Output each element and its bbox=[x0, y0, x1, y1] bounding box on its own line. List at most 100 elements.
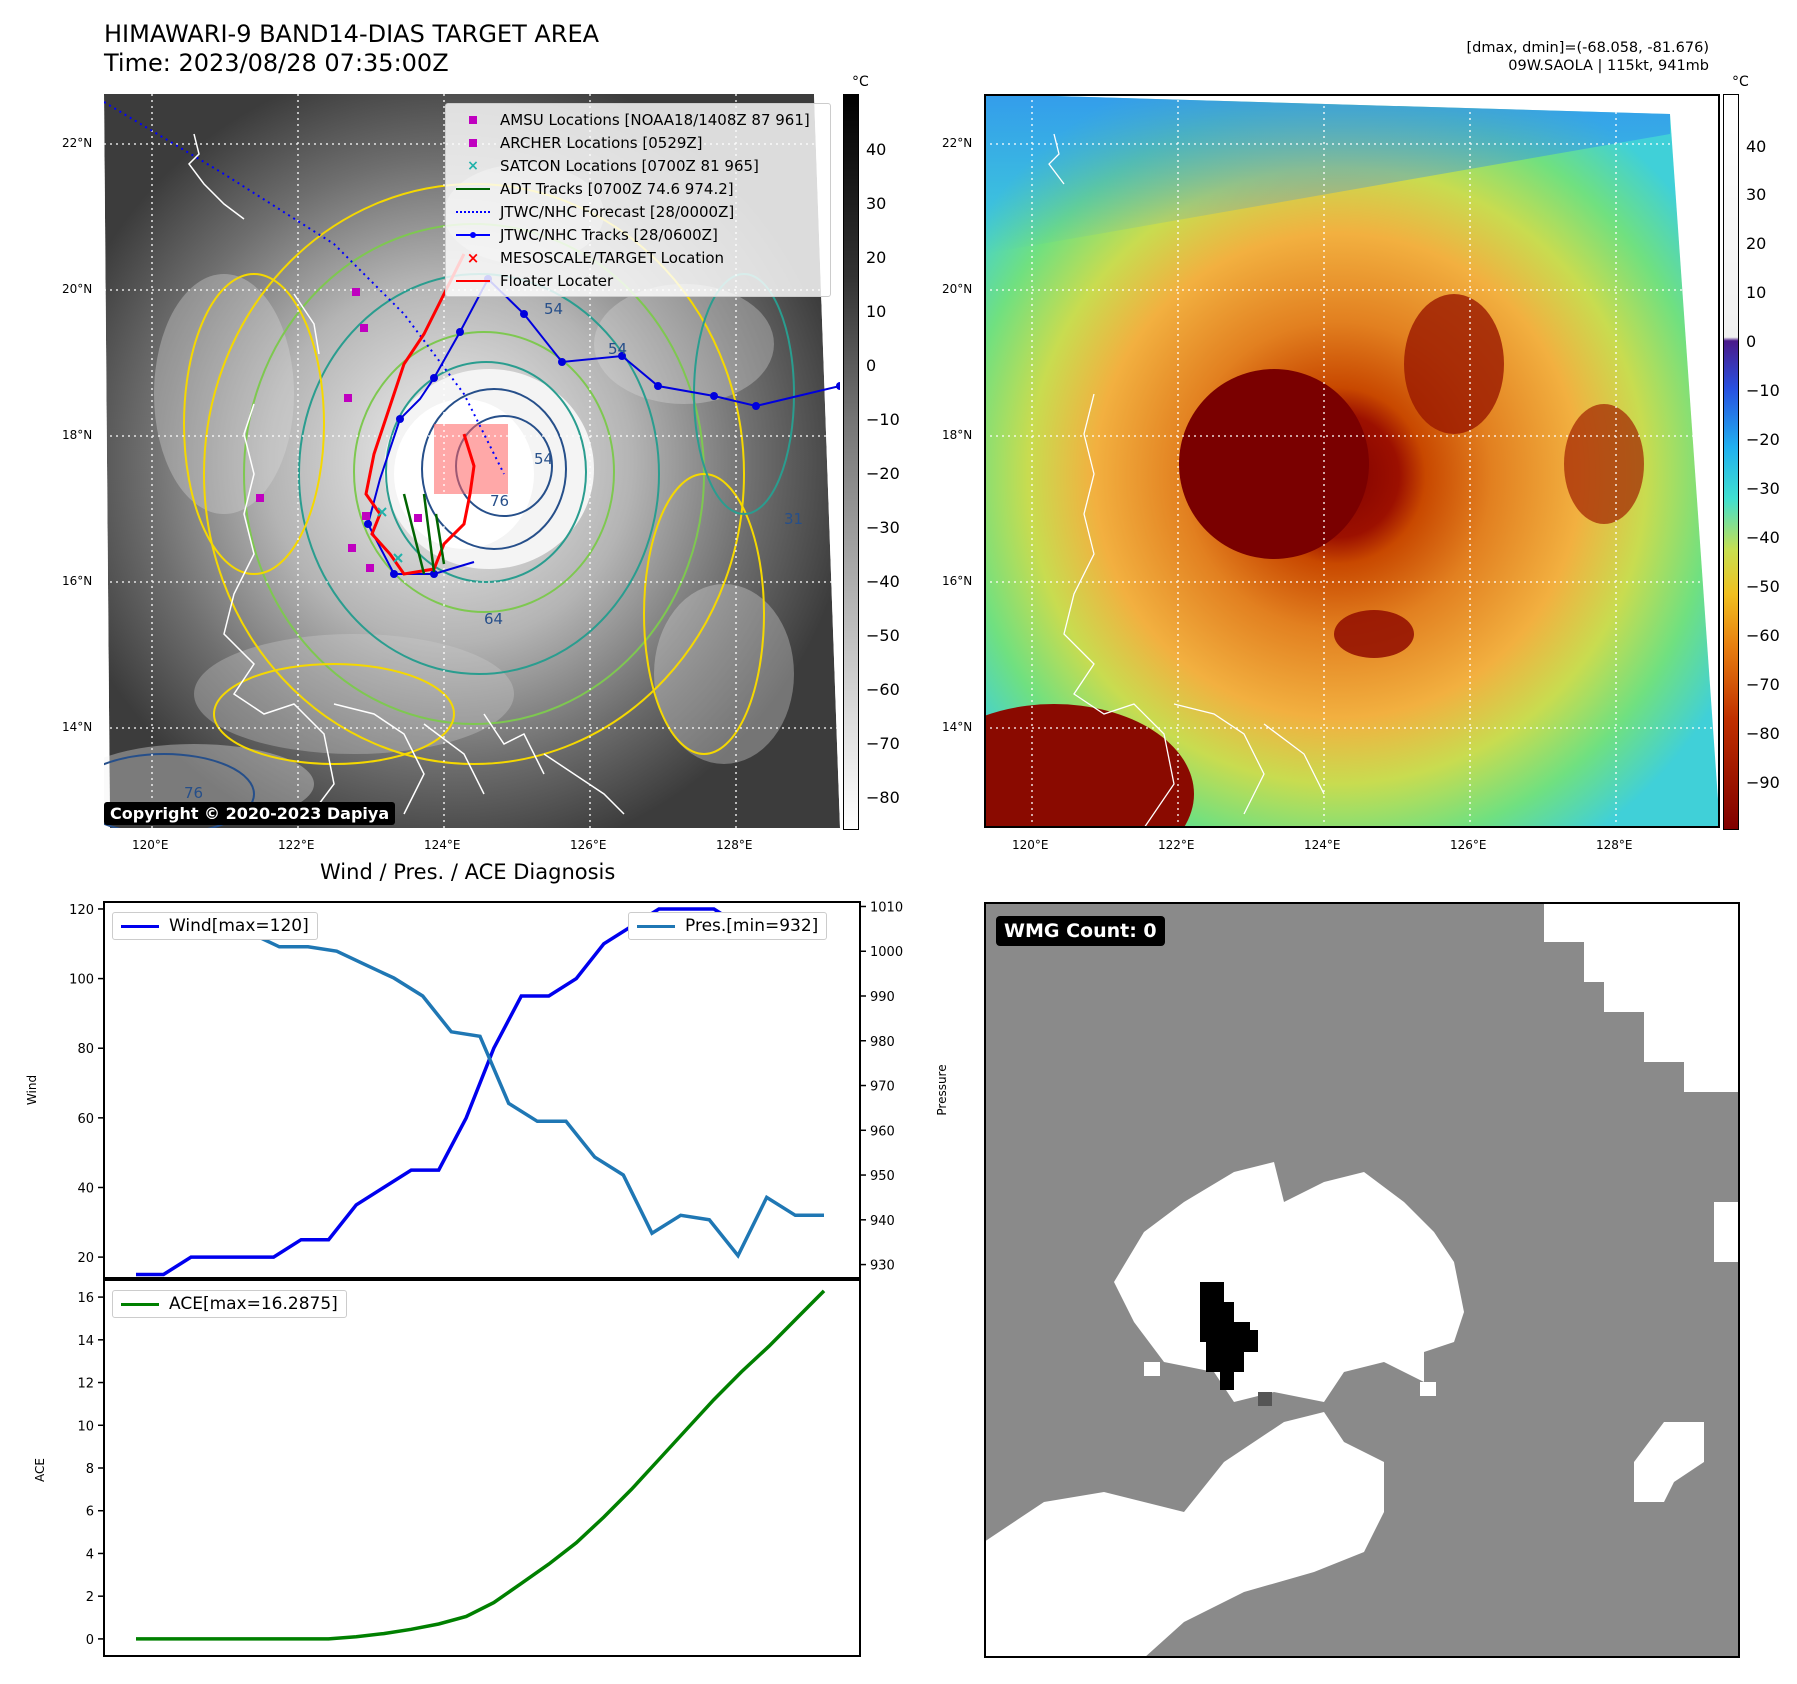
x-marker-icon: × bbox=[466, 248, 480, 267]
axis-tick-label: 4 bbox=[86, 1547, 94, 1562]
lon-label: 128°E bbox=[716, 838, 753, 852]
wind-axis-ticks: 20 40 60 80 100 120 bbox=[69, 903, 104, 1266]
storm-name-text: 09W.SAOLA | 115kt, 941mb bbox=[1508, 58, 1709, 74]
lon-label: 122°E bbox=[1158, 838, 1195, 852]
lat-label: 22°N bbox=[942, 136, 973, 150]
axis-tick-label: 80 bbox=[77, 1042, 94, 1057]
line-icon bbox=[454, 274, 492, 288]
lon-label: 124°E bbox=[424, 838, 461, 852]
right-colorbar-unit: °C bbox=[1732, 74, 1749, 90]
wind-pressure-panel bbox=[103, 901, 861, 1279]
map-gridlines bbox=[984, 94, 1720, 828]
axis-tick-label: 950 bbox=[870, 1169, 895, 1184]
legend-item-amsu: AMSU Locations [NOAA18/1408Z 87 961] bbox=[454, 108, 822, 131]
lon-label: 122°E bbox=[278, 838, 315, 852]
ace-series-line bbox=[136, 1289, 826, 1641]
dmax-dmin-text: [dmax, dmin]=(-68.058, -81.676) bbox=[1466, 40, 1710, 56]
storm-info: [dmax, dmin]=(-68.058, -81.676) 09W.SAOL… bbox=[1467, 39, 1710, 75]
lat-label: 18°N bbox=[62, 428, 93, 442]
lat-label: 14°N bbox=[62, 720, 93, 734]
axis-tick-label: 1000 bbox=[870, 945, 903, 960]
pressure-legend-line-icon bbox=[637, 924, 675, 928]
lat-label: 16°N bbox=[62, 574, 93, 588]
ace-axis-ticks: 0 2 4 6 8 10 12 14 16 bbox=[77, 1291, 104, 1648]
ir-color-map-panel bbox=[984, 94, 1720, 828]
axis-tick-label: 10 bbox=[77, 1419, 94, 1434]
svg-text:54: 54 bbox=[608, 340, 627, 358]
legend-item-mesoscale: × MESOSCALE/TARGET Location bbox=[454, 246, 822, 269]
wind-legend: Wind[max=120] bbox=[112, 912, 318, 940]
axis-tick-label: 980 bbox=[870, 1035, 895, 1050]
axis-tick-label: 940 bbox=[870, 1214, 895, 1229]
diagnosis-title: Wind / Pres. / ACE Diagnosis bbox=[320, 860, 616, 884]
pressure-axis-ticks: 930 940 950 960 970 980 990 1000 1010 bbox=[860, 900, 903, 1274]
svg-text:76: 76 bbox=[490, 492, 509, 510]
cdo-core bbox=[1179, 369, 1369, 559]
cold-cloud-sw bbox=[984, 704, 1194, 828]
legend-item-floater: Floater Locater bbox=[454, 269, 822, 292]
right-colorbar bbox=[1723, 94, 1739, 830]
svg-text:54: 54 bbox=[544, 300, 563, 318]
line-dot-icon bbox=[454, 228, 492, 242]
title-line-1: HIMAWARI-9 BAND14-DIAS TARGET AREA bbox=[104, 20, 600, 48]
dotted-line-icon bbox=[454, 205, 492, 219]
wind-axis-label: Wind bbox=[25, 1075, 39, 1105]
svg-text:31: 31 bbox=[784, 510, 803, 528]
axis-tick-label: 100 bbox=[69, 973, 94, 988]
jtwc-forecast-track bbox=[104, 101, 505, 475]
lat-label: 22°N bbox=[62, 136, 93, 150]
axis-tick-label: 8 bbox=[86, 1462, 94, 1477]
axis-tick-label: 970 bbox=[870, 1080, 895, 1095]
lat-label: 14°N bbox=[942, 720, 973, 734]
coastlines bbox=[1048, 133, 1325, 828]
x-marker-icon: × bbox=[467, 157, 479, 174]
lat-label: 20°N bbox=[942, 282, 973, 296]
left-colorbar bbox=[843, 94, 859, 830]
wmg-count-badge: WMG Count: 0 bbox=[996, 916, 1165, 946]
adt-tracks bbox=[402, 493, 446, 575]
wind-series-line bbox=[136, 907, 824, 1277]
svg-text:54: 54 bbox=[534, 450, 553, 468]
lat-label: 20°N bbox=[62, 282, 93, 296]
square-marker-icon bbox=[454, 113, 492, 127]
axis-tick-label: 1010 bbox=[870, 900, 903, 915]
satcon-points bbox=[377, 507, 403, 563]
floater-locater-track bbox=[364, 253, 476, 576]
wmg-panel bbox=[984, 902, 1740, 1658]
left-colorbar-unit: °C bbox=[852, 74, 869, 90]
ace-legend: ACE[max=16.2875] bbox=[112, 1290, 347, 1318]
amsu-archer-points bbox=[256, 288, 422, 572]
legend-item-jtwc-forecast: JTWC/NHC Forecast [28/0000Z] bbox=[454, 200, 822, 223]
axis-tick-label: 930 bbox=[870, 1259, 895, 1274]
lat-label: 18°N bbox=[942, 428, 973, 442]
axis-tick-label: 40 bbox=[77, 1181, 94, 1196]
ace-legend-line-icon bbox=[121, 1302, 159, 1306]
lon-label: 126°E bbox=[1450, 838, 1487, 852]
svg-text:76: 76 bbox=[184, 784, 203, 802]
line-icon bbox=[454, 182, 492, 196]
axis-tick-label: 60 bbox=[77, 1112, 94, 1127]
axis-tick-label: 2 bbox=[86, 1590, 94, 1605]
axis-tick-label: 14 bbox=[77, 1334, 94, 1349]
contour-labels: 54 54 76 31 64 54 76 bbox=[184, 300, 803, 802]
map-legend: AMSU Locations [NOAA18/1408Z 87 961] ARC… bbox=[445, 103, 831, 297]
legend-item-satcon: × SATCON Locations [0700Z 81 965] bbox=[454, 154, 822, 177]
lon-label: 128°E bbox=[1596, 838, 1633, 852]
axis-tick-label: 990 bbox=[870, 990, 895, 1005]
wmg-cold-cells bbox=[1200, 1282, 1258, 1390]
lon-label: 126°E bbox=[570, 838, 607, 852]
axis-tick-label: 20 bbox=[77, 1251, 94, 1266]
ace-axis-label: ACE bbox=[33, 1458, 47, 1482]
axis-tick-label: 12 bbox=[77, 1377, 94, 1392]
map-gridlines bbox=[104, 94, 840, 828]
pressure-axis-label: Pressure bbox=[935, 1064, 949, 1115]
axis-tick-label: 6 bbox=[86, 1505, 94, 1520]
legend-item-archer: ARCHER Locations [0529Z] bbox=[454, 131, 822, 154]
legend-item-adt: ADT Tracks [0700Z 74.6 974.2] bbox=[454, 177, 822, 200]
svg-text:64: 64 bbox=[484, 610, 503, 628]
wind-legend-line-icon bbox=[121, 924, 159, 928]
coastlines bbox=[188, 133, 625, 825]
axis-tick-label: 120 bbox=[69, 903, 94, 918]
ace-panel bbox=[103, 1279, 861, 1657]
